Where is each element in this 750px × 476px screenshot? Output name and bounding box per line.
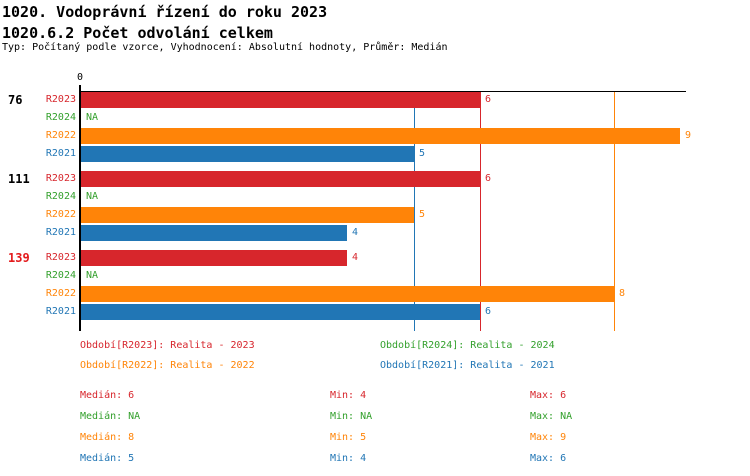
bar-r2022 [81,207,414,223]
bar-value-label: 8 [619,288,626,299]
stat-median-r2023: Medián: 6 [80,390,135,401]
series-row-label-r2021: R2021 [45,227,76,238]
stat-max-r2023: Max: 6 [530,390,567,401]
series-row-label-r2022: R2022 [45,209,76,220]
legend-item-r2021: Období[R2021]: Realita - 2021 [380,360,555,371]
page-title: 1020. Vodoprávní řízení do roku 2023 [2,3,328,21]
bar-r2021 [81,225,347,241]
series-row-label-r2021: R2021 [45,306,76,317]
series-row-label-r2022: R2022 [45,288,76,299]
bar-r2023 [81,171,480,187]
series-row-label-r2024: R2024 [45,191,76,202]
x-axis-zero-tick-label: 0 [76,72,84,83]
bar-r2023 [81,250,347,266]
bar-value-label: 5 [419,148,426,159]
legend-item-r2022: Období[R2022]: Realita - 2022 [80,360,255,371]
chart-meta-line: Typ: Počítaný podle vzorce, Vyhodnocení:… [2,42,448,53]
stat-min-r2024: Min: NA [330,411,373,422]
series-row-label-r2024: R2024 [45,112,76,123]
stat-max-r2021: Max: 6 [530,453,567,464]
stat-median-r2024: Medián: NA [80,411,141,422]
bar-na-label: NA [86,112,99,123]
median-line-r2022 [614,92,615,331]
bar-na-label: NA [86,191,99,202]
legend-item-r2023: Období[R2023]: Realita - 2023 [80,340,255,351]
series-row-label-r2022: R2022 [45,130,76,141]
series-row-label-r2024: R2024 [45,270,76,281]
stat-median-r2021: Medián: 5 [80,453,135,464]
bar-value-label: 4 [352,227,359,238]
bar-value-label: 6 [485,173,492,184]
bar-value-label: 6 [485,94,492,105]
x-axis-line [80,91,686,92]
bar-r2023 [81,92,480,108]
bar-na-label: NA [86,270,99,281]
page-subtitle: 1020.6.2 Počet odvolání celkem [2,24,273,42]
y-axis-line [79,85,81,331]
stat-min-r2022: Min: 5 [330,432,367,443]
bar-r2021 [81,304,480,320]
stat-min-r2023: Min: 4 [330,390,367,401]
series-row-label-r2023: R2023 [45,252,76,263]
legend-item-r2024: Období[R2024]: Realita - 2024 [380,340,555,351]
bar-r2022 [81,128,680,144]
bar-r2021 [81,146,414,162]
bar-value-label: 5 [419,209,426,220]
stat-max-r2024: Max: NA [530,411,573,422]
bar-r2022 [81,286,614,302]
series-row-label-r2021: R2021 [45,148,76,159]
stat-min-r2021: Min: 4 [330,453,367,464]
series-row-label-r2023: R2023 [45,94,76,105]
bar-value-label: 4 [352,252,359,263]
stat-max-r2022: Max: 9 [530,432,567,443]
median-line-r2021 [414,92,415,331]
bar-value-label: 9 [685,130,692,141]
group-label: 111 [8,172,30,186]
bar-value-label: 6 [485,306,492,317]
series-row-label-r2023: R2023 [45,173,76,184]
median-line-r2023 [480,92,481,331]
group-label: 139 [8,251,30,265]
group-label: 76 [8,93,23,107]
stat-median-r2022: Medián: 8 [80,432,135,443]
